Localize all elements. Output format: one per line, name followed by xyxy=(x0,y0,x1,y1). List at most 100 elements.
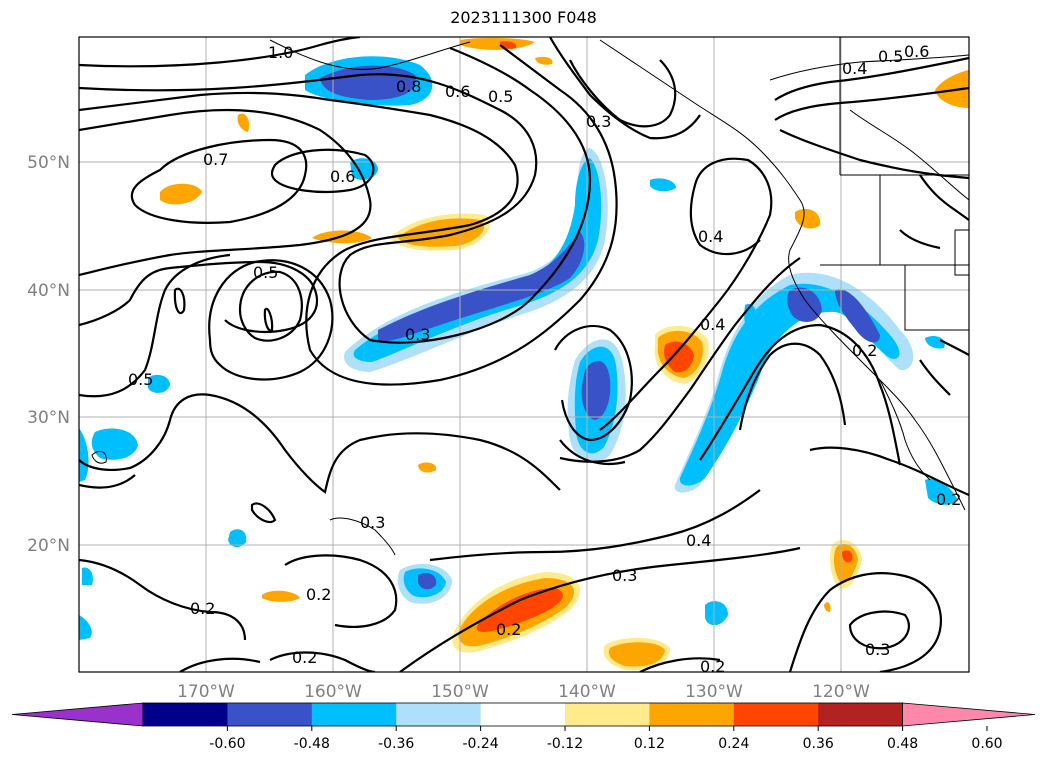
colorbar-swatch xyxy=(565,703,650,726)
negative-anomaly-band xyxy=(79,615,92,640)
colorbar-tick-label: -0.36 xyxy=(378,736,414,752)
contour-labels: 0.6 0.5 0.4 0.8 1.0 0.7 0.6 0.5 0.3 0.5 … xyxy=(128,42,961,676)
positive-anomaly-band xyxy=(160,183,202,205)
lat-label: 40°N xyxy=(27,281,70,301)
colorbar-swatch xyxy=(818,703,904,726)
contour-lines xyxy=(79,37,969,672)
contour-label: 0.3 xyxy=(865,640,890,659)
contour-label: 0.4 xyxy=(700,315,725,334)
contour-label: 0.5 xyxy=(488,87,513,106)
positive-anomaly-band xyxy=(237,113,250,132)
contour-label: 0.2 xyxy=(936,490,961,509)
contour-label: 0.2 xyxy=(852,341,877,360)
negative-anomaly-band xyxy=(82,567,93,585)
colorbar-swatch xyxy=(733,703,819,726)
contour-label: 0.6 xyxy=(904,42,929,61)
positive-anomaly-band xyxy=(460,37,535,50)
positive-anomaly-band xyxy=(262,590,300,602)
lat-label: 30°N xyxy=(27,408,70,428)
latitude-labels: 50°N 40°N 30°N 20°N xyxy=(27,153,70,556)
colorbar-tick-label: -0.60 xyxy=(209,736,245,752)
positive-anomaly-band xyxy=(824,602,831,612)
positive-anomaly-band xyxy=(842,550,853,563)
negative-anomaly-band xyxy=(925,478,958,505)
negative-anomaly-band xyxy=(925,336,945,349)
negative-anomaly-band xyxy=(650,178,676,192)
negative-anomaly-band xyxy=(228,529,247,548)
contour-label: 0.4 xyxy=(686,531,711,550)
positive-anomaly-band xyxy=(664,341,694,373)
colorbar: -0.60 -0.48 -0.36 -0.24 -0.12 0.12 0.24 0.36 0.4… xyxy=(11,702,1036,752)
contour-label: 0.2 xyxy=(306,585,331,604)
negative-anomaly-band xyxy=(378,232,585,342)
lon-label: 140°W xyxy=(558,682,616,702)
contour-label: 0.5 xyxy=(878,47,903,66)
negative-anomaly-band xyxy=(705,601,728,626)
contour-label: 0.4 xyxy=(842,59,867,78)
contour-label: 0.2 xyxy=(190,599,215,618)
colorbar-tick-label: -0.12 xyxy=(547,736,583,752)
contour-label: 0.7 xyxy=(203,150,228,169)
colorbar-swatch xyxy=(480,703,566,726)
colorbar-swatch xyxy=(227,703,313,726)
colorbar-tick-label: -0.48 xyxy=(294,736,330,752)
lat-lon-grid xyxy=(79,37,969,672)
negative-anomaly-band xyxy=(679,283,900,486)
map-frame xyxy=(78,36,970,673)
negative-anomaly-band xyxy=(148,374,170,393)
lat-label: 20°N xyxy=(27,536,70,556)
positive-anomaly-band xyxy=(476,588,563,632)
contour-label: 0.3 xyxy=(405,325,430,344)
positive-anomaly-band xyxy=(535,56,553,65)
colorbar-swatch xyxy=(143,703,228,726)
contour-label: 0.5 xyxy=(128,370,153,389)
colorbar-swatch xyxy=(311,703,397,726)
lat-label: 50°N xyxy=(27,153,70,173)
colorbar-tick-label: 0.48 xyxy=(887,736,918,752)
contour-label: 0.8 xyxy=(396,77,421,96)
longitude-labels: 170°W 160°W 150°W 140°W 130°W 120°W xyxy=(177,682,870,702)
map-title: 2023111300 F048 xyxy=(450,8,597,27)
contour-label: 1.0 xyxy=(268,43,293,62)
positive-anomaly-band xyxy=(608,642,665,667)
map-area: 0.6 0.5 0.4 0.8 1.0 0.7 0.6 0.5 0.3 0.5 … xyxy=(79,37,969,676)
colorbar-tick-label: 0.24 xyxy=(718,736,749,752)
positive-anomaly-band xyxy=(795,208,821,229)
contour-label: 0.2 xyxy=(496,620,521,639)
colorbar-extend-max xyxy=(902,702,1036,727)
negative-anomaly-band xyxy=(350,158,378,180)
negative-anomaly-band xyxy=(581,360,611,420)
contour-label: 0.6 xyxy=(330,167,355,186)
colorbar-tick-label: 0.12 xyxy=(634,736,665,752)
positive-anomaly-band xyxy=(418,462,437,473)
negative-anomaly-band xyxy=(835,289,880,343)
contour-label: 0.3 xyxy=(586,112,611,131)
contour-label: 0.4 xyxy=(698,227,723,246)
colorbar-extend-min xyxy=(11,702,144,727)
lon-label: 130°W xyxy=(685,682,743,702)
contour-label: 0.6 xyxy=(445,82,470,101)
contour-label: 0.2 xyxy=(292,648,317,667)
lon-label: 160°W xyxy=(304,682,362,702)
colorbar-swatch xyxy=(396,703,482,726)
colorbar-tick-label: -0.24 xyxy=(462,736,498,752)
contour-label: 0.5 xyxy=(253,263,278,282)
contour-label: 0.3 xyxy=(612,566,637,585)
colorbar-swatch xyxy=(649,703,735,726)
contour-label: 0.2 xyxy=(700,657,725,676)
colorbar-tick-label: 0.60 xyxy=(971,736,1002,752)
negative-anomaly-band xyxy=(79,428,89,482)
contour-label: 0.3 xyxy=(360,513,385,532)
colorbar-frame xyxy=(142,702,903,727)
lon-label: 150°W xyxy=(431,682,489,702)
positive-anomaly-band xyxy=(833,544,858,583)
colorbar-tick-label: 0.36 xyxy=(803,736,834,752)
lon-label: 120°W xyxy=(812,682,870,702)
coastlines xyxy=(91,37,969,556)
positive-anomaly-band xyxy=(935,70,969,108)
negative-anomaly-band xyxy=(418,573,437,590)
negative-anomaly-band xyxy=(787,287,822,322)
negative-anomaly-band xyxy=(91,428,138,460)
lon-label: 170°W xyxy=(177,682,235,702)
